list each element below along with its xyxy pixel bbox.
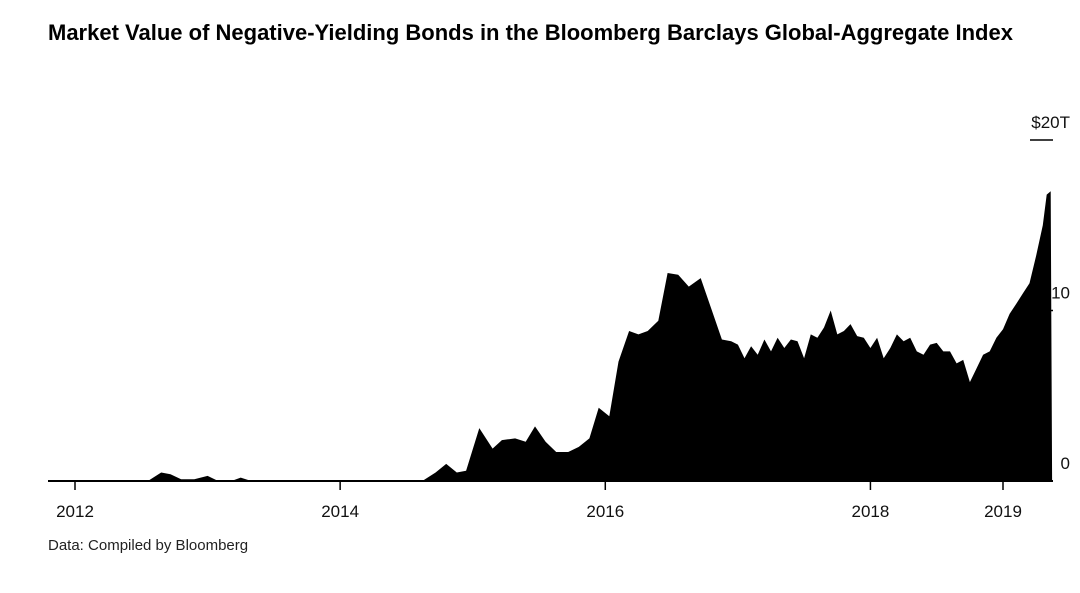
x-tick-label-2014: 2014 [321, 502, 359, 521]
x-tick-label-2016: 2016 [586, 502, 624, 521]
y-tick-label-20: $20T [1031, 113, 1070, 132]
x-tick-label-2012: 2012 [56, 502, 94, 521]
series-area-layer [75, 191, 1053, 481]
y-axis-ticks: 0 10 $20T [1030, 113, 1070, 473]
source-note: Data: Compiled by Bloomberg [48, 537, 249, 554]
chart-title: Market Value of Negative-Yielding Bonds … [48, 20, 1013, 45]
series-area-0 [75, 191, 1053, 481]
y-tick-label-10: 10 [1051, 284, 1070, 303]
y-tick-label-0: 0 [1061, 454, 1070, 473]
x-tick-label-2019: 2019 [984, 502, 1022, 521]
x-axis-ticks: 2012 2014 2016 2018 2019 [56, 481, 1022, 521]
x-tick-label-2018: 2018 [852, 502, 890, 521]
